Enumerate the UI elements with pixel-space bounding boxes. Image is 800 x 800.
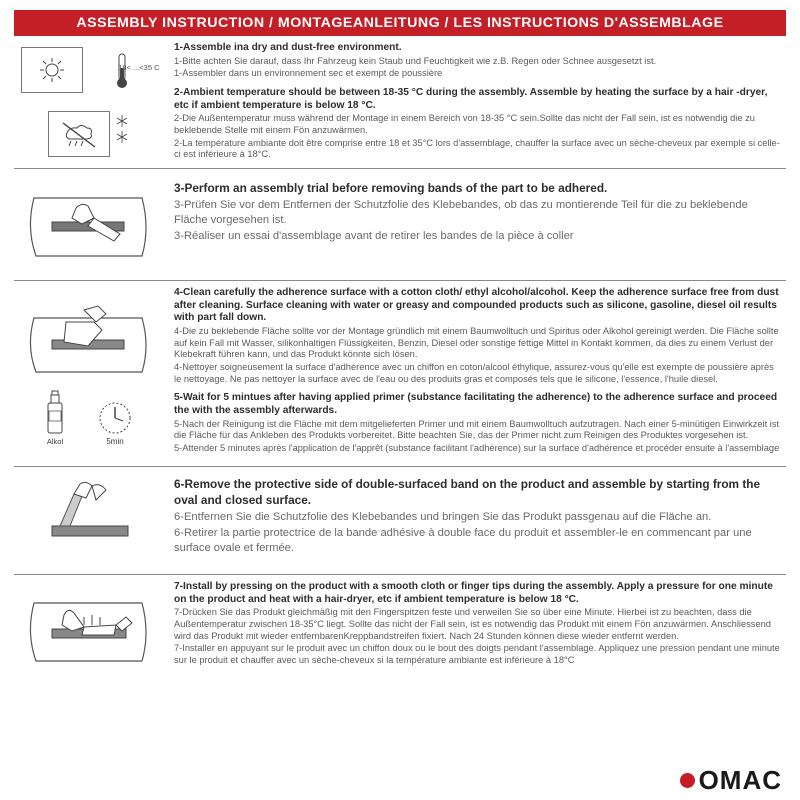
thermometer-icon: 18< ...<35 C	[86, 47, 158, 93]
hand-trial-icon	[24, 178, 154, 270]
s2-fr: 2-La température ambiante doit être comp…	[174, 138, 780, 161]
clock-5min-icon: 5min	[96, 399, 134, 446]
s5-en: 5-Wait for 5 mintues after having applie…	[174, 392, 780, 418]
snowflake-icon	[113, 111, 131, 157]
temp-label: 18< ...<35 C	[118, 63, 159, 72]
hand-clean-icon	[24, 300, 154, 386]
s4-de: 4-Die zu beklebende Fläche sollte vor de…	[174, 326, 780, 361]
s6-fr: 6-Retirer la partie protectrice de la ba…	[174, 526, 780, 556]
brand-text: OMAC	[699, 765, 782, 796]
brand-dot-icon	[680, 773, 695, 788]
illus-press	[14, 575, 164, 685]
text-step-1-2: 1-Assemble ina dry and dust-free environ…	[164, 36, 786, 168]
s2-de: 2-Die Außentemperatur muss während der M…	[174, 113, 780, 136]
row-step-3: 3-Perform an assembly trial before remov…	[14, 169, 786, 281]
row-step-6: 6-Remove the protective side of double-s…	[14, 467, 786, 575]
hand-press-icon	[24, 583, 154, 677]
s7-de: 7-Drücken Sie das Produkt gleichmäßig mi…	[174, 607, 780, 642]
text-step-3: 3-Perform an assembly trial before remov…	[164, 169, 786, 280]
instruction-rows: 18< ...<35 C 1-Assemble ina dry and dust…	[14, 36, 786, 685]
illus-environment: 18< ...<35 C	[14, 36, 164, 168]
brand-logo: OMAC	[680, 765, 782, 796]
alcohol-bottle-icon: Alkol	[44, 389, 66, 446]
s5-de: 5-Nach der Reinigung ist die Fläche mit …	[174, 419, 780, 442]
text-step-6: 6-Remove the protective side of double-s…	[164, 467, 786, 574]
s4-en: 4-Clean carefully the adherence surface …	[174, 287, 780, 325]
page-header: ASSEMBLY INSTRUCTION / MONTAGEANLEITUNG …	[14, 10, 786, 36]
assembly-instruction-page: ASSEMBLY INSTRUCTION / MONTAGEANLEITUNG …	[0, 0, 800, 800]
row-step-1-2: 18< ...<35 C 1-Assemble ina dry and dust…	[14, 36, 786, 169]
s3-de: 3-Prüfen Sie vor dem Entfernen der Schut…	[174, 198, 780, 228]
s7-fr: 7-Installer en appuyant sur le produit a…	[174, 643, 780, 666]
s1-en: 1-Assemble ina dry and dust-free environ…	[174, 42, 780, 55]
no-rain-icon	[48, 111, 110, 157]
s6-de: 6-Entfernen Sie die Schutzfolie des Kleb…	[174, 510, 780, 525]
s3-fr: 3-Réaliser un essai d'assemblage avant d…	[174, 229, 780, 244]
illus-trial	[14, 169, 164, 280]
s4-fr: 4-Nettoyer soigneusement la surface d'ad…	[174, 362, 780, 385]
s5-fr: 5-Attender 5 minutes après l'application…	[174, 443, 780, 455]
s1-de: 1-Bitte achten Sie darauf, dass Ihr Fahr…	[174, 56, 780, 68]
s1-fr: 1-Assembler dans un environnement sec et…	[174, 68, 780, 80]
sun-icon	[21, 47, 83, 93]
s6-en: 6-Remove the protective side of double-s…	[174, 477, 780, 509]
hand-peel-icon	[24, 474, 154, 566]
s2-en: 2-Ambient temperature should be between …	[174, 87, 780, 113]
text-step-7: 7-Install by pressing on the product wit…	[164, 575, 786, 685]
illus-clean-wait: Alkol 5min	[14, 281, 164, 466]
five-min-label: 5min	[106, 437, 123, 446]
illus-remove-band	[14, 467, 164, 574]
row-step-7: 7-Install by pressing on the product wit…	[14, 575, 786, 685]
s3-en: 3-Perform an assembly trial before remov…	[174, 181, 780, 197]
text-step-4-5: 4-Clean carefully the adherence surface …	[164, 281, 786, 466]
alcohol-label: Alkol	[47, 437, 63, 446]
s7-en: 7-Install by pressing on the product wit…	[174, 581, 780, 607]
row-step-4-5: Alkol 5min 4-Clean carefully the adheren…	[14, 281, 786, 467]
